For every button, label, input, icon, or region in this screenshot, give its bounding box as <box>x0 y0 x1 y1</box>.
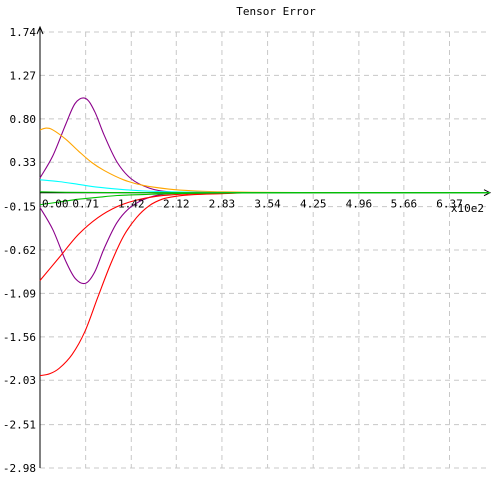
series-line-5 <box>39 192 490 377</box>
x-tick-label: 0.71 <box>72 198 99 211</box>
y-tick-label: -0.62 <box>3 244 36 257</box>
y-tick-label: -2.03 <box>3 374 36 387</box>
y-tick-label: -1.56 <box>3 331 36 344</box>
y-tick-label: 0.33 <box>10 156 37 169</box>
tick-labels: 1.74 1.27 0.80 0.33 -0.15 -0.62 -1.09 -1.56 -2.0… <box>3 26 463 475</box>
series-line-8 <box>39 192 490 206</box>
series-line-1 <box>39 97 490 194</box>
grid-lines <box>40 31 490 469</box>
y-tick-label: 1.27 <box>10 69 37 82</box>
y-axis-arrow <box>36 25 44 35</box>
y-tick-label: -2.51 <box>3 419 36 432</box>
y-tick-label: -1.09 <box>3 287 36 300</box>
series-lines <box>39 97 491 377</box>
x-tick-label: 0.00 <box>42 198 69 211</box>
x-tick-label: 6.37 <box>436 198 463 211</box>
x-axis-multiplier-label: x10e2 <box>451 202 484 215</box>
y-tick-label: 0.80 <box>10 113 37 126</box>
y-tick-label: -0.15 <box>3 201 36 214</box>
x-tick-label: 3.54 <box>254 198 281 211</box>
chart-title: Tensor Error <box>236 5 316 18</box>
x-tick-label: 4.25 <box>300 198 327 211</box>
x-tick-label: 1.42 <box>118 198 145 211</box>
series-line-6 <box>39 179 490 194</box>
x-tick-label: 5.66 <box>391 198 418 211</box>
y-tick-label: 1.74 <box>10 26 37 39</box>
x-tick-label: 2.83 <box>209 198 236 211</box>
x-tick-label: 4.96 <box>346 198 373 211</box>
x-tick-label: 2.12 <box>163 198 190 211</box>
y-tick-label: -2.98 <box>3 462 36 475</box>
series-line-3 <box>39 127 491 194</box>
